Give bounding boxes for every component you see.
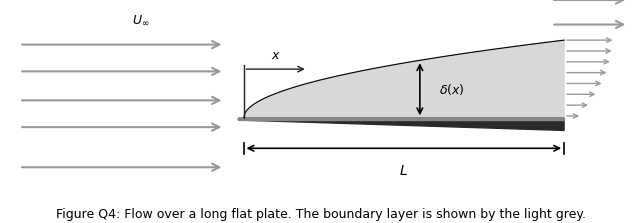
Polygon shape [238,118,564,120]
Text: $U_{\infty}$: $U_{\infty}$ [132,14,150,27]
Text: Figure Q4: Flow over a long flat plate. The boundary layer is shown by the light: Figure Q4: Flow over a long flat plate. … [56,208,585,221]
Polygon shape [244,40,564,118]
Text: $L$: $L$ [399,164,408,178]
Polygon shape [238,118,564,130]
Text: $\delta(x)$: $\delta(x)$ [439,82,465,97]
Text: $x$: $x$ [271,50,281,62]
